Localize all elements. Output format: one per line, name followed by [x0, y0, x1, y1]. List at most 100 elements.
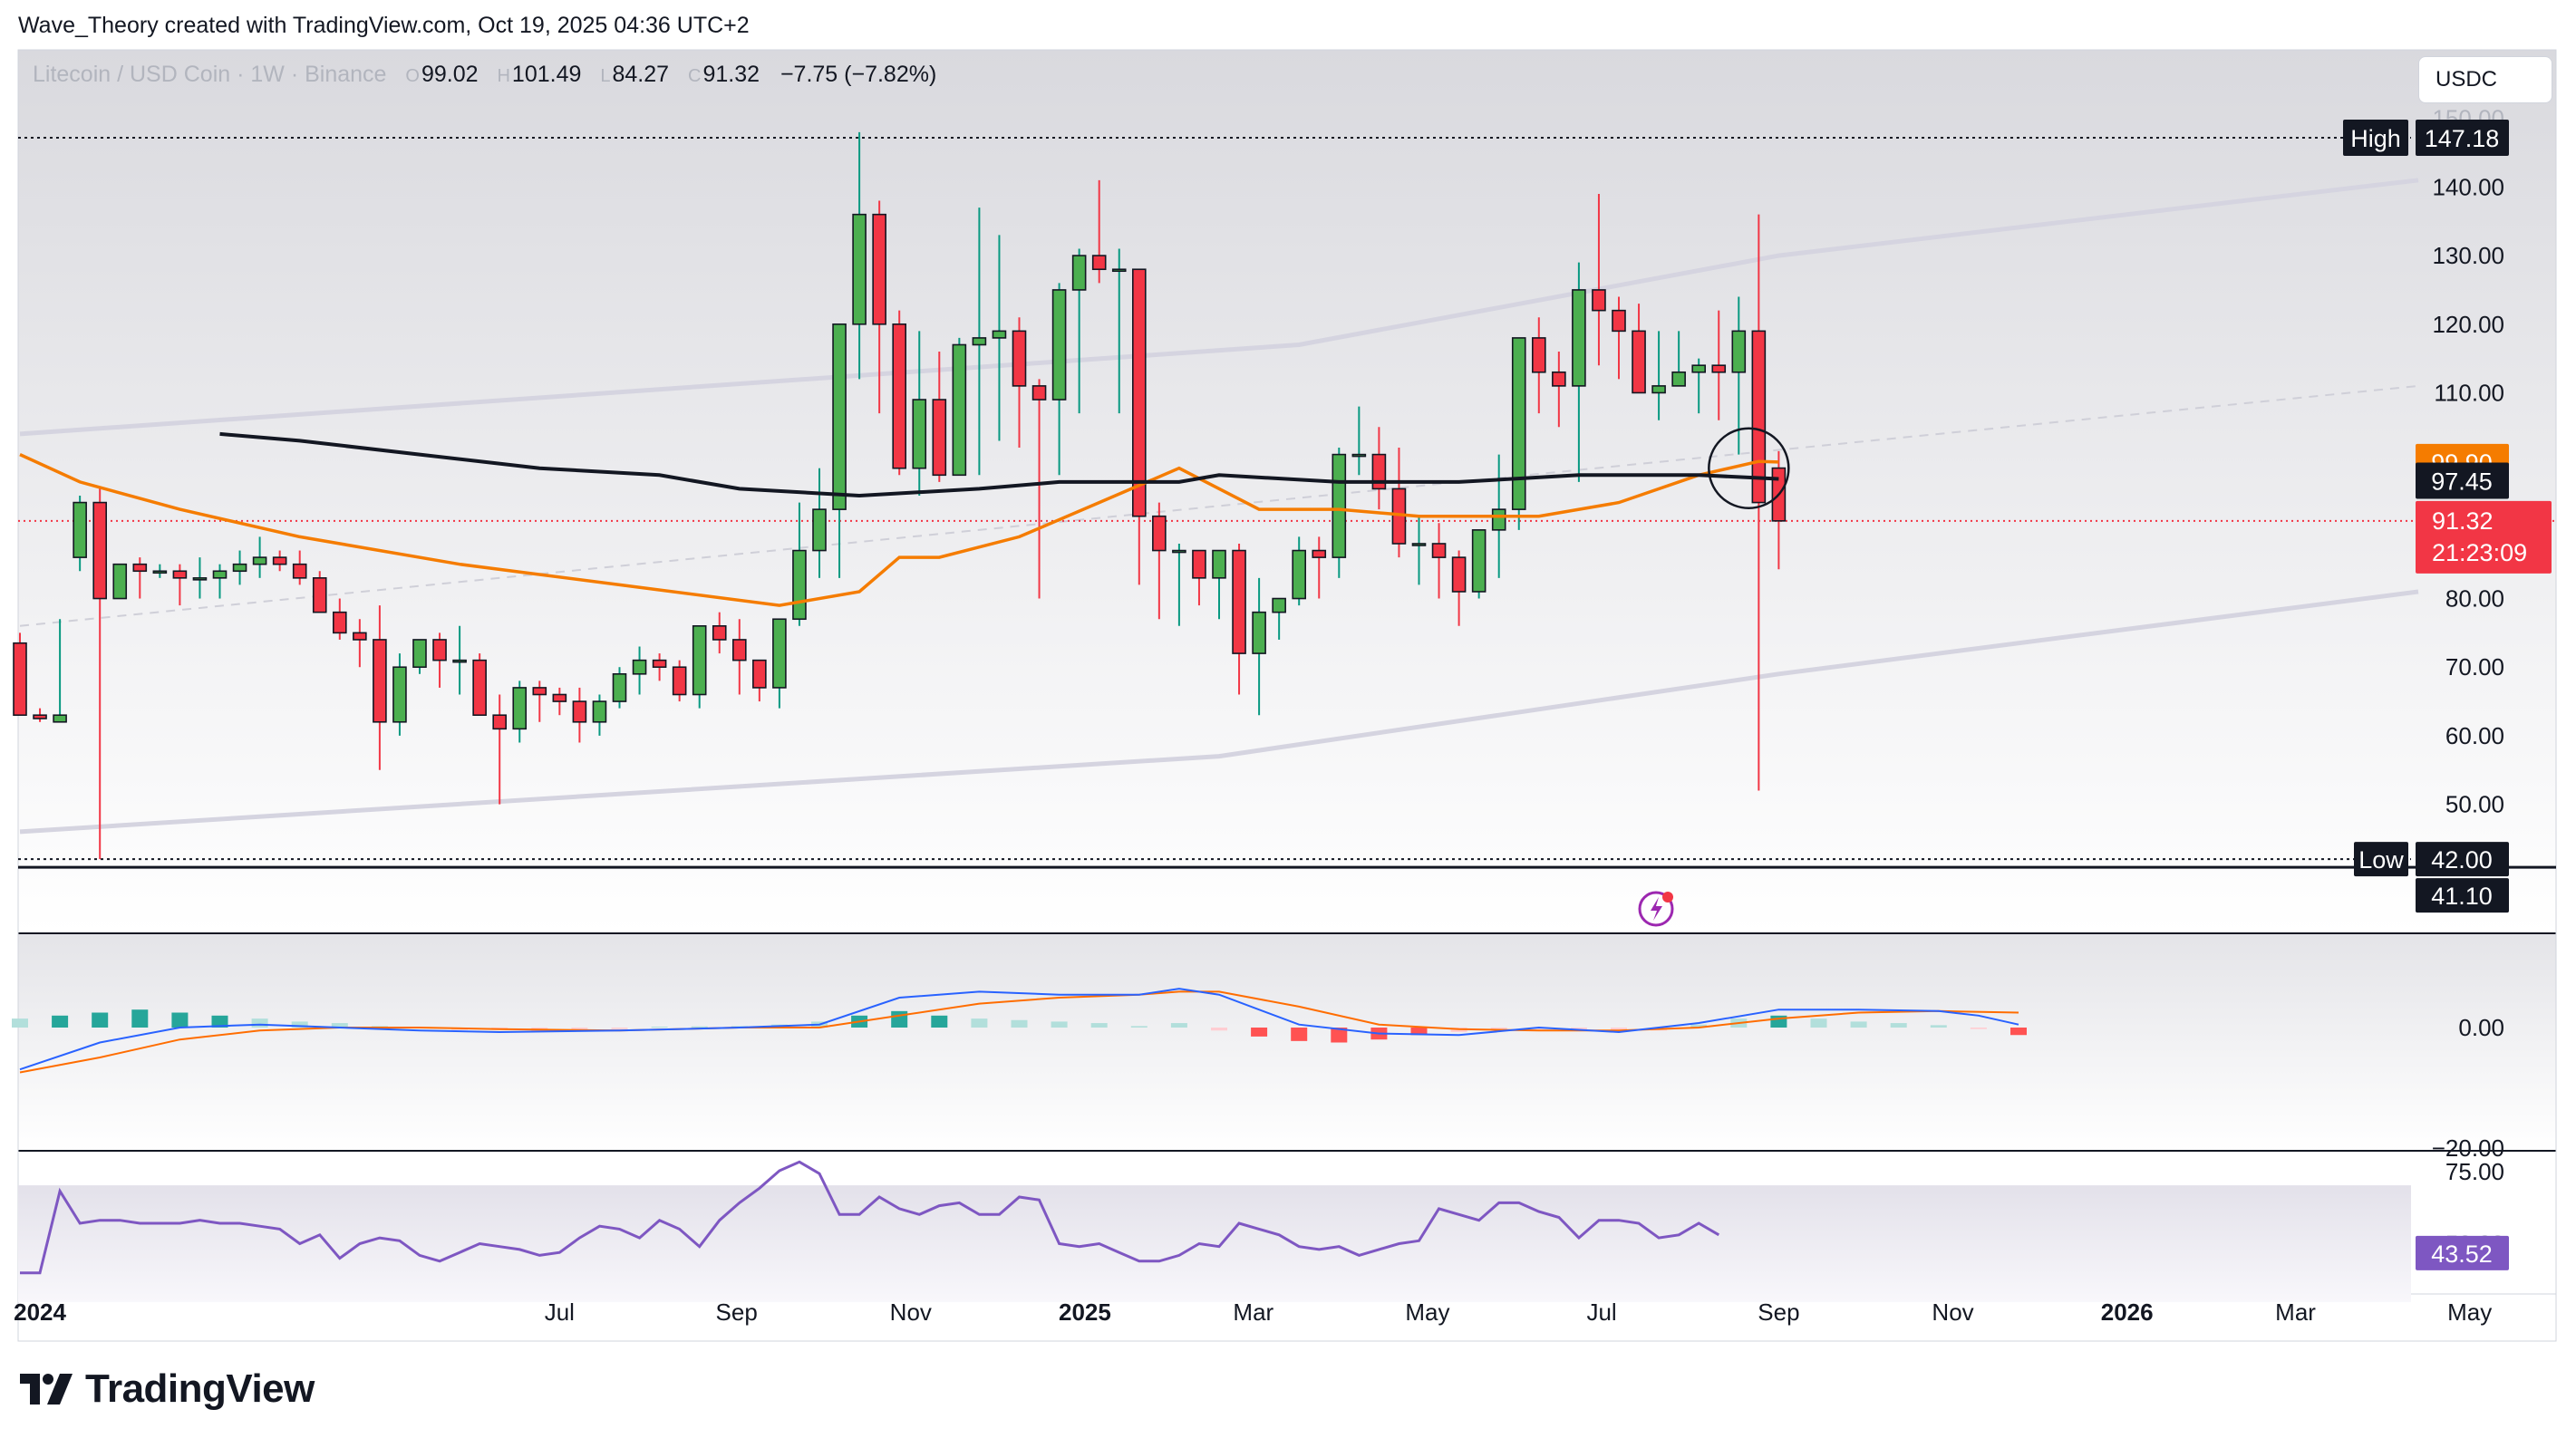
macd-histogram-bar: [931, 1015, 948, 1028]
candle-body: [1051, 289, 1067, 401]
candle-body: [872, 213, 886, 325]
candle-body: [1091, 255, 1107, 271]
candle-body: [1232, 549, 1246, 654]
candle-body: [472, 659, 487, 717]
candle-body: [212, 570, 228, 579]
candle-body: [1651, 385, 1666, 394]
candle-body: [13, 642, 27, 717]
price-tick-label: 50.00: [2445, 791, 2504, 818]
candle-body: [1212, 549, 1226, 579]
price-tick-label: 80.00: [2445, 585, 2504, 613]
candle-body: [452, 659, 467, 663]
rsi-value-label: [2416, 1235, 2509, 1270]
symbol-legend: Litecoin / USD Coin · 1W · Binance O99.0…: [33, 62, 936, 88]
candle-body: [932, 399, 947, 477]
legend-symbol[interactable]: Litecoin / USD Coin · 1W · Binance: [33, 62, 387, 87]
macd-histogram-bar: [691, 1026, 708, 1028]
candle-body: [1572, 289, 1586, 387]
candle-body: [1012, 330, 1027, 387]
macd-histogram-bar: [651, 1027, 668, 1028]
candle-body: [552, 693, 567, 702]
candle-body: [332, 611, 347, 634]
high-price-label: [2416, 120, 2509, 157]
candle-body: [1711, 364, 1727, 373]
candle-body: [492, 714, 508, 730]
candle-body: [592, 700, 607, 723]
time-axis-label: Nov: [1932, 1298, 1973, 1326]
annotation-circle: [1708, 427, 1790, 509]
candle-body: [132, 563, 148, 573]
time-axis-label: 2025: [1059, 1298, 1111, 1326]
currency-button[interactable]: USDC: [2418, 56, 2552, 103]
candle-body: [432, 639, 447, 661]
time-axis-label: Sep: [716, 1298, 758, 1326]
channel-midline: [19, 384, 2419, 627]
time-axis-label: 2026: [2101, 1298, 2154, 1326]
candle-body: [1552, 371, 1566, 387]
macd-histogram-bar: [1331, 1028, 1348, 1043]
macd-histogram-bar: [1211, 1028, 1227, 1031]
candle-body: [1451, 556, 1467, 593]
time-axis-label: Mar: [1233, 1298, 1273, 1326]
candle-body: [1731, 330, 1747, 373]
legend-change: −7.75 (−7.82%): [780, 62, 937, 87]
macd-histogram-bar: [1930, 1025, 1947, 1028]
candle-body: [912, 399, 927, 469]
legend-close: 91.32: [702, 62, 760, 87]
tradingview-logo[interactable]: TradingView: [20, 1366, 315, 1412]
candle-body: [53, 714, 67, 723]
candle-body: [1192, 549, 1206, 579]
lightning-icon: [1638, 891, 1674, 927]
candle-body: [292, 563, 307, 579]
high-tag-label: High: [2350, 125, 2401, 152]
candle-body: [272, 556, 287, 565]
macd-histogram-bar: [1690, 1024, 1708, 1028]
candle-body: [33, 714, 47, 719]
candle-body: [692, 625, 707, 696]
candle-body: [312, 577, 327, 613]
rsi-value: 43.52: [2431, 1240, 2493, 1268]
macd-histogram-bar: [611, 1028, 628, 1029]
macd-histogram-bar: [891, 1010, 908, 1028]
high-tag: [2343, 120, 2408, 157]
low-price-value: 42.00: [2431, 846, 2493, 874]
candle-body: [731, 639, 747, 661]
candle-body: [712, 625, 727, 641]
low-price-label: [2416, 842, 2509, 877]
main-pane-bg: [18, 50, 2556, 933]
currency-label: USDC: [2436, 67, 2498, 92]
candle-body: [892, 323, 907, 469]
macd-histogram-bar: [1570, 1028, 1587, 1030]
candle-body: [1172, 549, 1186, 554]
lightning-icon-bolt: [1651, 897, 1662, 921]
price-tick-label: 110.00: [2434, 379, 2504, 406]
candle-body: [792, 549, 807, 621]
low-extra-label: [2416, 878, 2509, 913]
time-axis-label: May: [1405, 1298, 1449, 1326]
candle-body: [1671, 371, 1686, 387]
price-tick-label: 70.00: [2445, 653, 2504, 681]
macd-histogram-bar: [1410, 1028, 1428, 1036]
legend-open: 99.02: [421, 62, 479, 87]
legend-low: 84.27: [612, 62, 670, 87]
macd-histogram-bar: [171, 1012, 189, 1028]
tradingview-logo-text: TradingView: [85, 1366, 315, 1411]
ma-orange-line: [19, 453, 1779, 607]
channel-upper-line: [19, 178, 2419, 437]
macd-histogram-bar: [331, 1023, 348, 1028]
price-tick-label: 120.00: [2432, 311, 2504, 338]
candle-body: [1431, 543, 1447, 558]
candle-body: [772, 618, 787, 689]
candle-body: [652, 659, 667, 669]
price-tick-label: 130.00: [2432, 242, 2504, 269]
candle-body: [1292, 549, 1306, 600]
candle-body: [612, 672, 627, 702]
candle-body: [1471, 529, 1487, 593]
candle-body: [532, 687, 547, 696]
low-extra-value: 41.10: [2431, 883, 2493, 910]
candle-body: [1751, 330, 1767, 504]
macd-histogram-bar: [1170, 1023, 1187, 1028]
tradingview-logo-icon: [20, 1374, 73, 1405]
candle-body: [353, 632, 367, 641]
